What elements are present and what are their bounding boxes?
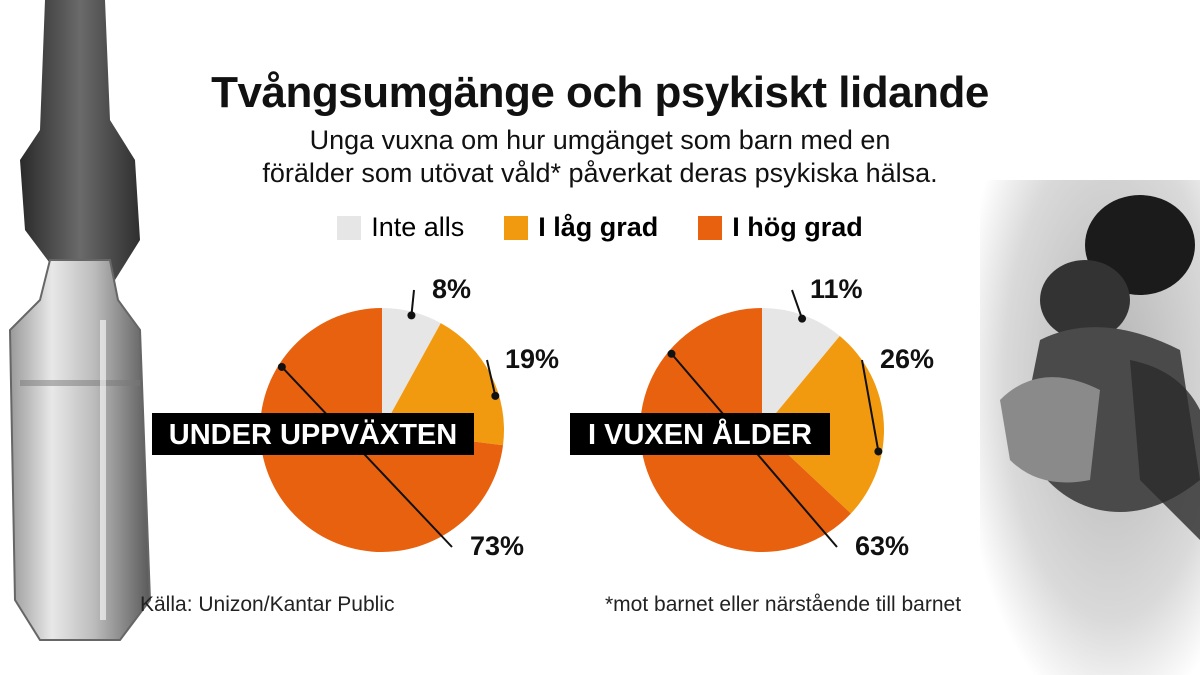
pie-data-label: 73% — [470, 531, 524, 561]
parent-child-photo — [980, 180, 1200, 675]
callout-line — [486, 359, 497, 397]
footnote: *mot barnet eller närstående till barnet — [605, 593, 962, 616]
pie-slice-inte-alls — [762, 308, 840, 430]
legend: Inte alls I låg grad I hög grad — [0, 212, 1200, 243]
callout-dot — [491, 391, 500, 400]
pie-chart-2: 11% 26% 63% I VUXEN ÅLDER — [570, 274, 934, 561]
pie-label: UNDER UPPVÄXTEN — [169, 418, 457, 451]
pie-data-label: 11% — [810, 274, 863, 304]
pie-data-label: 63% — [855, 531, 909, 561]
pie-data-label: 8% — [432, 274, 471, 304]
legend-item-hog-grad: I hög grad — [698, 212, 863, 243]
subtitle-line-1: Unga vuxna om hur umgänget som barn med … — [309, 125, 891, 155]
callout-line — [281, 366, 453, 548]
callout-line — [861, 359, 880, 452]
legend-swatch-lag-grad — [504, 215, 529, 240]
pie-label-background — [152, 413, 474, 455]
legend-swatch-inte-alls — [337, 215, 362, 240]
chart-subtitle: Unga vuxna om hur umgänget som barn med … — [100, 124, 1100, 190]
subtitle-line-2: förälder som utövat våld* påverkat deras… — [262, 158, 938, 188]
pie-label: I VUXEN ÅLDER — [588, 418, 812, 451]
legend-label-inte-alls: Inte alls — [371, 212, 465, 242]
source-note: Källa: Unizon/Kantar Public — [140, 593, 395, 616]
callout-dot — [798, 314, 807, 323]
pie-label-background — [570, 413, 830, 455]
pie-data-label: 19% — [505, 344, 559, 374]
pie-slice-inte-alls — [382, 308, 441, 430]
callout-line — [410, 289, 415, 316]
callout-dot — [667, 349, 676, 358]
callout-dot — [874, 447, 883, 456]
chart-title: Tvångsumgänge och psykiskt lidande — [211, 68, 989, 117]
legend-item-lag-grad: I låg grad — [504, 212, 658, 243]
legend-swatch-hog-grad — [698, 215, 723, 240]
callout-line — [791, 289, 804, 319]
legend-label-hog-grad: I hög grad — [732, 212, 863, 242]
legend-item-inte-alls: Inte alls — [337, 212, 464, 243]
legend-label-lag-grad: I låg grad — [538, 212, 659, 242]
bottle-photo — [8, 0, 152, 641]
callout-dot — [277, 362, 286, 371]
pie-data-label: 26% — [880, 344, 934, 374]
callout-dot — [407, 311, 416, 320]
pie-chart-1: 8% 19% 73% UNDER UPPVÄXTEN — [152, 274, 559, 561]
